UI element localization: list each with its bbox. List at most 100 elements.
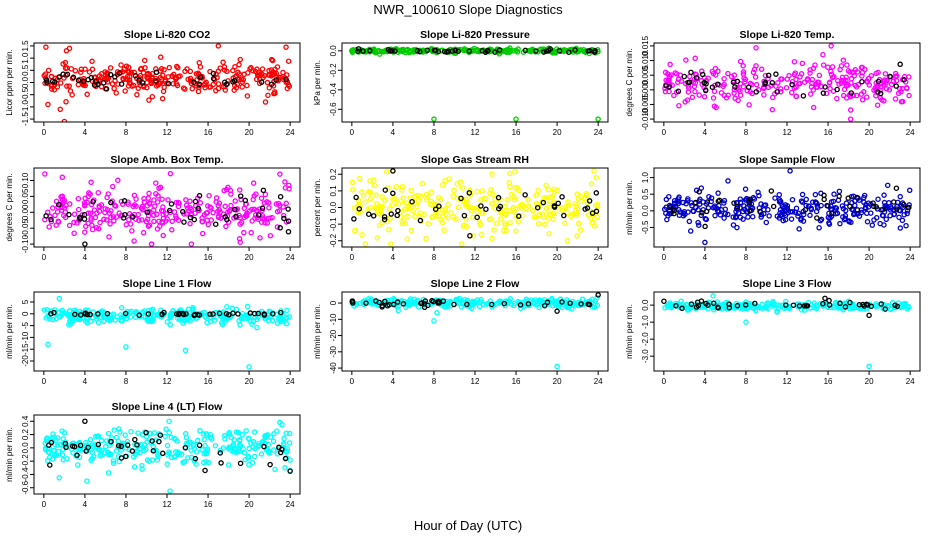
data-point [210, 314, 217, 320]
data-point [267, 232, 274, 239]
data-point [695, 219, 701, 226]
x-tick-label: 4 [391, 253, 396, 262]
data-point [382, 298, 388, 305]
y-tick-label: -0.5 [21, 87, 30, 101]
data-point [854, 69, 861, 75]
data-point [415, 192, 421, 199]
data-point [712, 212, 718, 219]
data-point [866, 363, 872, 370]
data-point [715, 190, 721, 196]
y-tick-label: 0.0 [21, 442, 30, 454]
data-point [388, 211, 394, 217]
data-point [417, 193, 424, 199]
data-point [237, 239, 243, 245]
data-point [440, 213, 446, 219]
data-point [479, 210, 486, 216]
data-point [820, 90, 827, 96]
data-point [131, 238, 137, 244]
data-point [483, 301, 490, 307]
data-point [852, 82, 859, 89]
data-point [826, 297, 832, 304]
data-point [705, 302, 711, 308]
data-point [278, 309, 284, 316]
data-point [235, 429, 242, 436]
data-point [130, 214, 136, 220]
data-point [890, 78, 897, 85]
data-point [92, 214, 99, 221]
data-point [696, 189, 703, 195]
data-point [676, 200, 682, 206]
data-point [105, 470, 112, 476]
data-point [239, 431, 246, 438]
data-point [698, 298, 705, 304]
data-point [129, 228, 135, 234]
data-point [237, 56, 243, 63]
figure-title: NWR_100610 Slope Diagnostics [373, 2, 563, 17]
data-point [525, 203, 532, 210]
data-point [166, 64, 173, 71]
data-point [374, 235, 381, 241]
data-point [591, 168, 597, 174]
data-point [441, 227, 447, 234]
data-point [153, 190, 159, 197]
data-point [411, 299, 417, 305]
data-point [892, 96, 899, 102]
data-point [404, 236, 411, 242]
data-point [199, 218, 205, 225]
data-point [453, 296, 459, 303]
data-point [241, 205, 248, 212]
data-point [554, 308, 560, 314]
data-point [267, 434, 274, 440]
data-point [269, 214, 275, 221]
data-point [516, 299, 523, 306]
y-tick-label: -0.005 [641, 93, 650, 116]
data-point [207, 311, 213, 317]
panel-6: Slope Sample Flow 0 4 8 12 16 20 24 -0.5 0.0 0.5 1.… [625, 154, 921, 262]
data-point [122, 313, 129, 319]
data-point [277, 225, 283, 231]
data-point [153, 66, 159, 72]
data-point [585, 298, 592, 305]
data-point [430, 298, 436, 305]
data-point [84, 91, 90, 98]
data-point [873, 214, 880, 221]
data-point [436, 298, 442, 305]
data-point [84, 478, 90, 484]
data-point [222, 214, 229, 220]
data-point [283, 321, 290, 327]
data-point [98, 70, 105, 77]
data-point [213, 87, 219, 94]
data-point [479, 188, 485, 194]
data-point [44, 457, 51, 464]
data-point [349, 187, 356, 193]
data-point [859, 97, 866, 103]
data-point [48, 216, 54, 223]
data-point [667, 204, 673, 211]
x-tick-label: 16 [204, 253, 213, 262]
x-tick-label: 0 [42, 128, 47, 137]
data-point [828, 43, 834, 49]
data-point [900, 201, 907, 208]
data-point [271, 431, 277, 437]
data-point [459, 185, 466, 191]
data-point [141, 199, 148, 205]
data-point [722, 210, 729, 217]
data-point [747, 196, 753, 203]
data-point [834, 86, 840, 93]
data-point [852, 304, 859, 311]
data-point [235, 69, 241, 76]
data-point [774, 309, 780, 315]
data-point [173, 199, 180, 206]
data-point [802, 207, 809, 213]
data-point [517, 302, 524, 308]
data-point [520, 203, 527, 209]
data-point [241, 449, 248, 456]
data-point [763, 219, 770, 226]
data-point [859, 69, 866, 76]
data-point [667, 61, 673, 68]
y-tick-label: 1.0 [641, 171, 650, 183]
data-point [105, 191, 112, 197]
data-point [266, 450, 272, 456]
data-point [215, 81, 222, 87]
x-tick-label: 24 [594, 377, 603, 386]
